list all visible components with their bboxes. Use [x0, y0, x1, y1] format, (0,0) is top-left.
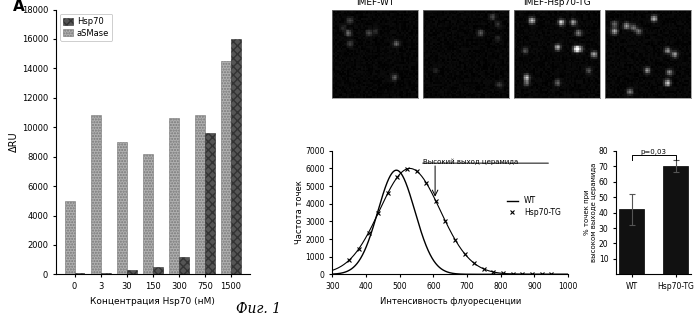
Text: A: A [13, 0, 25, 14]
Y-axis label: ΔRU: ΔRU [9, 132, 19, 152]
Bar [169, 118, 179, 274]
Hsp70-TG [374, 211, 383, 215]
Hsp70-TG [480, 267, 488, 271]
Bar [65, 201, 75, 274]
Y-axis label: % точек при
высоком выходе церамида: % точек при высоком выходе церамида [584, 163, 597, 262]
Bar [75, 273, 84, 274]
Legend: Hsp70, aSMase: Hsp70, aSMase [60, 14, 112, 41]
Text: p=0,03: p=0,03 [641, 149, 667, 155]
Hsp70-TG [518, 272, 526, 276]
Bar [205, 133, 215, 274]
Bar [195, 115, 205, 274]
Hsp70-TG [403, 167, 411, 171]
Hsp70-TG [345, 258, 353, 262]
WT [392, 168, 401, 172]
WT [517, 272, 525, 276]
Hsp70-TG [470, 261, 478, 265]
Hsp70-TG [393, 175, 401, 179]
Line: Hsp70-TG: Hsp70-TG [347, 167, 554, 277]
X-axis label: Концентрация Hsp70 (нМ): Концентрация Hsp70 (нМ) [90, 297, 215, 306]
Hsp70-TG [509, 272, 517, 276]
Bar [91, 115, 101, 274]
Text: B: B [302, 0, 314, 3]
Hsp70-TG [422, 181, 431, 185]
WT [432, 263, 440, 266]
Y-axis label: Частота точек: Частота точек [295, 181, 304, 244]
WT [352, 262, 361, 266]
Hsp70-TG [431, 199, 440, 203]
Bar [117, 142, 126, 274]
Bar [619, 210, 644, 274]
X-axis label: Интенсивность флуоресценции: Интенсивность флуоресценции [380, 297, 521, 306]
Title: iMEF-WT: iMEF-WT [356, 0, 394, 7]
Bar [179, 257, 188, 274]
Hsp70-TG [537, 272, 546, 276]
Hsp70-TG [384, 191, 392, 195]
Hsp70-TG [441, 219, 450, 223]
Text: Фиг. 1: Фиг. 1 [236, 302, 281, 316]
Hsp70-TG [451, 238, 459, 241]
Bar [126, 270, 137, 274]
WT [512, 272, 521, 276]
WT [564, 272, 572, 276]
Bar [231, 39, 241, 274]
WT [424, 248, 432, 252]
Hsp70-TG [528, 272, 536, 276]
Bar [663, 166, 688, 274]
Hsp70-TG [364, 231, 373, 234]
Title: iMEF-Hsp70-TG: iMEF-Hsp70-TG [524, 0, 591, 7]
Hsp70-TG [489, 270, 498, 274]
Text: Высокий выход церамида: Высокий выход церамида [423, 159, 519, 165]
Bar [101, 273, 110, 274]
Bar [221, 61, 231, 274]
Line: WT: WT [332, 170, 568, 274]
Hsp70-TG [461, 252, 469, 256]
Legend: WT, Hsp70-TG: WT, Hsp70-TG [503, 193, 564, 219]
WT [328, 272, 336, 276]
Hsp70-TG [413, 169, 421, 173]
Hsp70-TG [355, 247, 363, 250]
Bar [143, 154, 153, 274]
Bar [153, 267, 163, 274]
Hsp70-TG [547, 272, 556, 276]
Hsp70-TG [499, 271, 507, 275]
WT [490, 272, 498, 276]
